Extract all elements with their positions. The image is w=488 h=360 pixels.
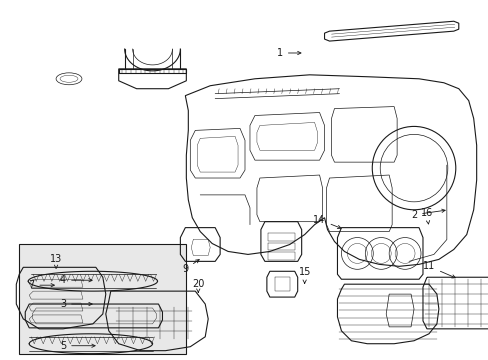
Text: 16: 16 <box>420 208 432 224</box>
Text: 20: 20 <box>192 279 204 292</box>
Text: 8: 8 <box>0 359 1 360</box>
Text: 19: 19 <box>0 359 1 360</box>
Text: 2: 2 <box>410 209 444 220</box>
Text: 13: 13 <box>50 255 62 268</box>
Text: 3: 3 <box>60 299 92 309</box>
Text: 9: 9 <box>182 260 199 274</box>
Text: 6: 6 <box>0 359 1 360</box>
FancyBboxPatch shape <box>19 244 186 354</box>
Text: 10: 10 <box>0 359 1 360</box>
Text: 4: 4 <box>60 275 92 285</box>
Text: 1: 1 <box>276 48 300 58</box>
Text: 7: 7 <box>28 280 54 290</box>
Text: 14: 14 <box>313 215 340 229</box>
Text: 17: 17 <box>0 359 1 360</box>
Text: 15: 15 <box>298 267 310 283</box>
Text: 12: 12 <box>0 359 1 360</box>
Text: 18: 18 <box>0 359 1 360</box>
Text: 11: 11 <box>422 261 454 278</box>
Text: 5: 5 <box>60 341 95 351</box>
